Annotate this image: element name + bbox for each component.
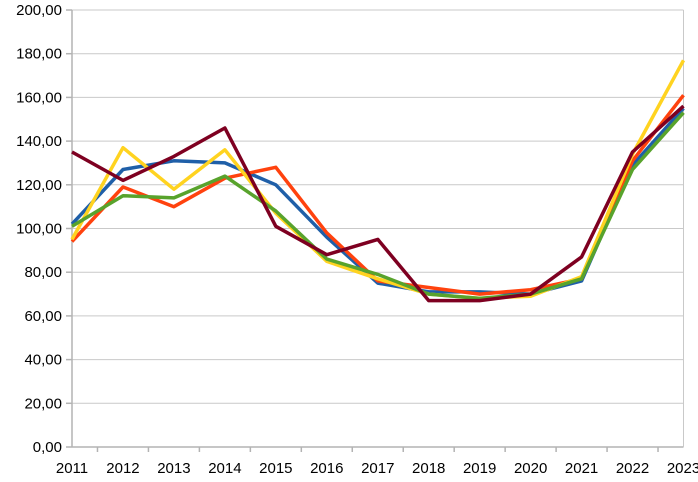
- y-axis-tick-label: 0,00: [33, 439, 62, 456]
- x-axis-tick-label: 2022: [616, 460, 649, 477]
- x-axis-tick-label: 2020: [514, 460, 547, 477]
- x-axis-tick-label: 2011: [56, 460, 88, 477]
- series-line-red-orange: [70, 94, 685, 296]
- series-line-dark-red: [71, 104, 685, 303]
- series-line-blue: [70, 107, 685, 296]
- y-axis-tick-label: 140,00: [16, 133, 62, 150]
- x-axis-tick-label: 2021: [565, 460, 598, 477]
- x-axis-tick-label: 2017: [361, 460, 394, 477]
- y-axis-tick-label: 160,00: [16, 89, 62, 106]
- x-axis-tick-label: 2019: [463, 460, 496, 477]
- y-axis-tick-label: 100,00: [16, 221, 62, 238]
- y-axis-tick-label: 200,00: [16, 2, 62, 19]
- y-axis-tick-label: 180,00: [16, 46, 62, 63]
- series-line-yellow: [70, 59, 686, 301]
- x-axis-tick-label: 2016: [310, 460, 343, 477]
- y-axis-tick-label: 60,00: [24, 308, 62, 325]
- series-line-green: [71, 111, 685, 301]
- y-axis-tick-label: 80,00: [24, 264, 62, 281]
- y-axis-tick-label: 20,00: [24, 395, 62, 412]
- x-axis-tick-label: 2018: [412, 460, 445, 477]
- y-axis-tick-label: 120,00: [16, 177, 62, 194]
- x-axis-tick-label: 2014: [208, 460, 241, 477]
- y-axis-tick-label: 40,00: [24, 352, 62, 369]
- x-axis-tick-label: 2013: [157, 460, 190, 477]
- x-axis-tick-label: 2023: [667, 460, 698, 477]
- x-axis-tick-label: 2012: [106, 460, 139, 477]
- x-axis-tick-label: 2015: [259, 460, 292, 477]
